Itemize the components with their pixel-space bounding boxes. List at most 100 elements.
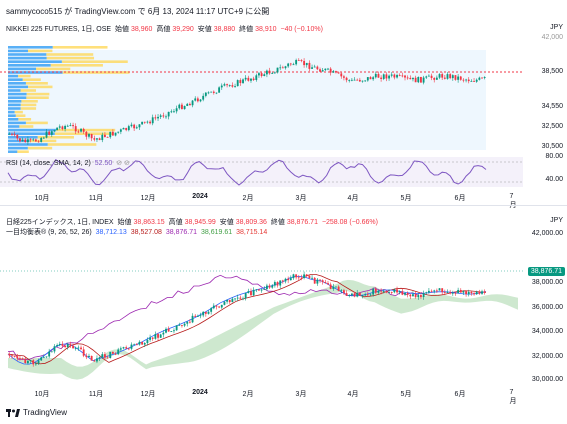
candle-body — [170, 331, 173, 332]
candle-body — [369, 294, 372, 296]
volume-bar — [8, 100, 22, 103]
candle-body — [271, 285, 274, 288]
candle-body — [459, 76, 462, 80]
candle-body — [77, 347, 80, 349]
candle-body — [470, 80, 473, 82]
candle-body — [40, 357, 43, 361]
candle-body — [409, 77, 412, 80]
candle-body — [146, 339, 149, 344]
candle-body — [133, 124, 136, 129]
candle-body — [473, 80, 475, 82]
tradingview-logo[interactable]: TradingView — [6, 408, 67, 417]
candle-body — [45, 131, 48, 138]
index-chart-canvas — [0, 270, 523, 380]
futures-title: NIKKEI 225 FUTURES, 1日, OSE — [6, 26, 112, 33]
index-legend: 日経225インデックス, 1日, INDEX 始値 38,863.15 高値 38,… — [6, 217, 380, 227]
candle-body — [42, 357, 45, 359]
candle-body — [366, 77, 369, 81]
candle-body — [24, 359, 27, 364]
candle-body — [66, 344, 69, 348]
candle-body — [401, 75, 404, 77]
candle-body — [297, 277, 300, 279]
candle-body — [58, 126, 61, 128]
candle-body — [32, 360, 35, 365]
candle-body — [324, 68, 327, 71]
candle-body — [483, 291, 486, 293]
candle-body — [117, 349, 120, 355]
candle-body — [218, 306, 221, 308]
candle-body — [133, 344, 136, 346]
candle-body — [188, 321, 191, 323]
candle-body — [204, 311, 207, 314]
candle-body — [427, 290, 430, 293]
candle-body — [215, 92, 218, 94]
pane-separator[interactable] — [0, 205, 567, 206]
candle-body — [438, 288, 441, 291]
candle-body — [170, 111, 173, 113]
low-value: 38,809.36 — [235, 219, 267, 226]
candle-body — [279, 67, 282, 69]
candle-body — [212, 91, 215, 93]
candle-body — [364, 80, 367, 82]
candle-body — [64, 345, 67, 348]
candle-body — [430, 75, 433, 79]
candle-body — [80, 347, 82, 350]
candle-body — [427, 75, 430, 77]
candle-body — [106, 136, 109, 138]
candle-body — [372, 77, 375, 80]
top-axis-tick: 38,500 — [541, 68, 563, 75]
candle-body — [451, 75, 454, 79]
volume-bar — [8, 60, 62, 63]
volume-bar — [21, 100, 38, 103]
candle-body — [66, 125, 69, 127]
volume-bar — [26, 92, 50, 96]
candle-body — [218, 87, 221, 93]
candle-body — [135, 127, 138, 129]
candle-body — [19, 358, 21, 360]
time-axis-label: 2月 — [242, 391, 254, 398]
candle-body — [467, 291, 470, 295]
candle-body — [393, 289, 396, 293]
volume-bar — [19, 125, 34, 128]
candle-body — [481, 77, 483, 79]
candle-body — [239, 80, 242, 84]
candle-body — [74, 126, 77, 132]
bottom-axis-tick: 36,000.00 — [531, 304, 563, 311]
candle-body — [380, 290, 383, 292]
candle-body — [122, 127, 125, 130]
volume-bar — [61, 60, 128, 63]
candle-body — [401, 291, 404, 295]
candle-body — [119, 129, 122, 132]
volume-bar — [20, 89, 36, 92]
candle-body — [327, 283, 329, 285]
candle-body — [433, 78, 436, 80]
candle-body — [284, 278, 287, 282]
time-axis-label: 10月 — [34, 391, 50, 398]
volume-bar — [8, 103, 21, 107]
ichimoku-value: 38,715.14 — [236, 229, 268, 236]
candle-body — [175, 108, 178, 112]
volume-bar — [15, 114, 26, 117]
time-axis-label: 11月 — [88, 391, 104, 398]
candle-body — [8, 354, 11, 356]
candle-body — [388, 292, 391, 293]
candle-body — [50, 131, 53, 135]
candle-body — [276, 67, 279, 73]
candle-body — [398, 74, 401, 76]
volume-bar — [8, 132, 55, 135]
candle-body — [260, 73, 263, 77]
candle-body — [321, 280, 324, 283]
candle-body — [101, 134, 104, 141]
bottom-axis-tick: 38,000.00 — [531, 279, 563, 286]
volume-bar — [8, 118, 19, 121]
high-label: 高値 — [168, 219, 183, 226]
rsi-legend: RSI (14, close, SMA, 14, 2) 52.50 ⊘ ⊘ — [6, 159, 132, 167]
candle-body — [178, 325, 181, 326]
candle-body — [337, 72, 340, 74]
candle-body — [223, 301, 226, 305]
index-chart-pane[interactable]: 日経225インデックス, 1日, INDEX 始値 38,863.15 高値 38,… — [0, 208, 567, 388]
candle-body — [186, 103, 189, 106]
futures-chart-pane[interactable]: NIKKEI 225 FUTURES, 1日, OSE 始値 38,960 高値 3… — [0, 16, 567, 199]
candle-body — [417, 76, 420, 83]
candle-body — [77, 131, 80, 133]
